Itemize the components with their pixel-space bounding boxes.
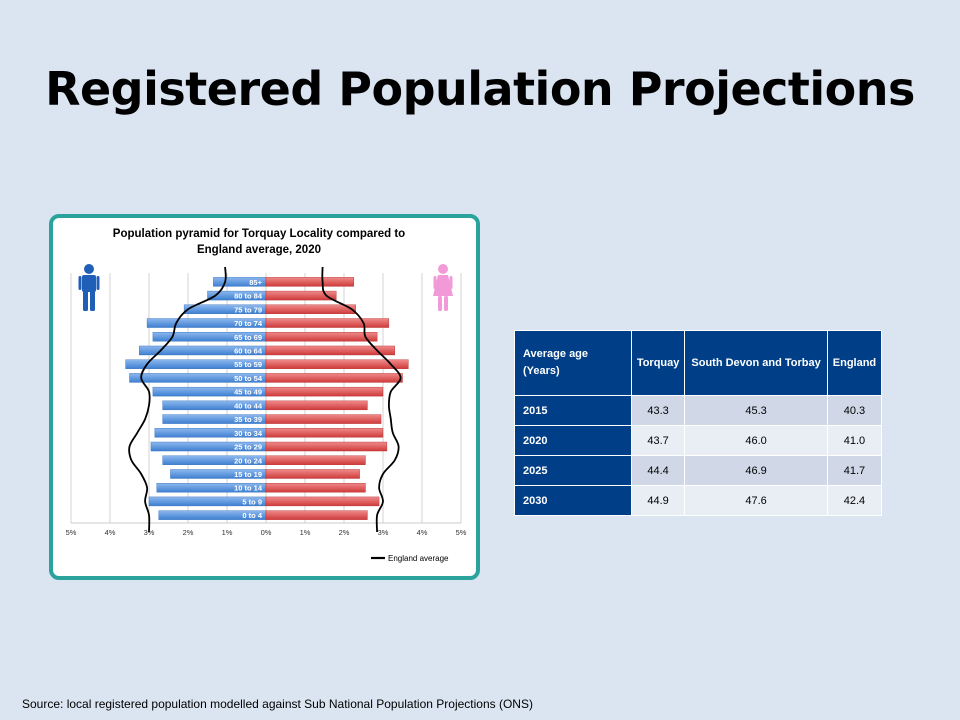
cell-torquay: 43.7 (630, 425, 686, 456)
female-bars (265, 277, 409, 520)
age-label: 5 to 9 (242, 497, 262, 506)
female-bar (265, 510, 368, 520)
age-label: 85+ (249, 278, 262, 287)
age-label: 20 to 24 (234, 456, 263, 465)
female-bar (265, 469, 360, 479)
x-tick-label: 0% (261, 528, 272, 537)
age-label: 70 to 74 (234, 319, 263, 328)
x-tick-label: 2% (339, 528, 350, 537)
x-tick-label: 5% (66, 528, 77, 537)
cell-south-devon: 47.6 (684, 485, 828, 516)
average-age-table: Average age (Years) Torquay South Devon … (514, 330, 883, 516)
female-icon (433, 264, 453, 311)
female-bar (265, 414, 382, 424)
cell-england: 41.0 (826, 425, 883, 456)
age-label: 65 to 69 (234, 333, 262, 342)
x-tick-label: 4% (417, 528, 428, 537)
england-average-line-right (321, 266, 402, 533)
age-label: 25 to 29 (234, 443, 262, 452)
x-tick-label: 3% (378, 528, 389, 537)
female-bar (265, 441, 388, 452)
cell-south-devon: 45.3 (684, 395, 828, 426)
female-bar (265, 373, 403, 383)
female-bar (265, 386, 384, 397)
cell-torquay: 44.9 (630, 485, 686, 516)
x-tick-label: 5% (456, 528, 467, 537)
source-note: Source: local registered population mode… (22, 697, 533, 711)
x-tick-label: 2% (183, 528, 194, 537)
age-label: 60 to 64 (234, 346, 263, 355)
table-row: 2025 44.4 46.9 41.7 (514, 455, 883, 486)
age-label: 0 to 4 (242, 511, 262, 520)
cell-south-devon: 46.0 (684, 425, 828, 456)
slide-title: Registered Population Projections (45, 62, 915, 116)
x-tick-label: 3% (144, 528, 155, 537)
table-header-south-devon: South Devon and Torbay (684, 330, 828, 396)
population-pyramid-chart: Population pyramid for Torquay Locality … (49, 214, 480, 580)
age-label: 35 to 39 (234, 415, 262, 424)
grid-lines (70, 273, 462, 524)
row-year: 2025 (514, 455, 632, 486)
table-header-row: Average age (Years) Torquay South Devon … (514, 330, 883, 396)
female-bar (265, 359, 409, 369)
table-row: 2015 43.3 45.3 40.3 (514, 395, 883, 426)
age-label: 55 to 59 (234, 360, 262, 369)
chart-title-line-2: England average, 2020 (197, 244, 321, 256)
age-label: 30 to 34 (234, 429, 263, 438)
age-label: 45 to 49 (234, 388, 262, 397)
age-label: 50 to 54 (234, 374, 263, 383)
x-axis-ticks: 5% 4% 3% 2% 1% 0% 1% 2% 3% 4% 5% (66, 528, 467, 537)
x-tick-label: 4% (105, 528, 116, 537)
age-label: 10 to 14 (234, 484, 263, 493)
age-label: 40 to 44 (234, 401, 263, 410)
x-tick-label: 1% (300, 528, 311, 537)
male-icon (78, 264, 100, 311)
table-header-average-age: Average age (Years) (514, 330, 632, 396)
female-bar (265, 428, 384, 438)
female-bar (265, 455, 366, 465)
table-row: 2020 43.7 46.0 41.0 (514, 425, 883, 456)
chart-title-line-1: Population pyramid for Torquay Locality … (113, 228, 405, 240)
age-label: 75 to 79 (234, 305, 262, 314)
pyramid-svg: Population pyramid for Torquay Locality … (66, 228, 467, 563)
cell-south-devon: 46.9 (684, 455, 828, 486)
female-bar (265, 290, 337, 301)
age-label: 80 to 84 (234, 292, 263, 301)
table-row: 2030 44.9 47.6 42.4 (514, 485, 883, 516)
age-labels: 0 to 4 5 to 9 10 to 14 15 to 19 20 to 24 25 t… (234, 278, 263, 520)
age-label: 15 to 19 (234, 470, 262, 479)
cell-england: 40.3 (826, 395, 883, 426)
table-header-torquay: Torquay (630, 330, 686, 396)
female-bar (265, 400, 368, 411)
female-bar (265, 496, 380, 507)
cell-england: 42.4 (826, 485, 883, 516)
row-year: 2030 (514, 485, 632, 516)
legend-label: England average (388, 554, 449, 563)
row-year: 2020 (514, 425, 632, 456)
x-tick-label: 1% (222, 528, 233, 537)
female-bar (265, 277, 354, 287)
female-bar (265, 482, 366, 493)
female-bar (265, 345, 395, 356)
female-bar (265, 318, 390, 328)
england-average-line-left (128, 266, 227, 533)
female-bar (265, 304, 356, 315)
england-average-lines (128, 266, 402, 533)
female-bar (265, 332, 378, 342)
row-year: 2015 (514, 395, 632, 426)
cell-torquay: 44.4 (630, 455, 686, 486)
table-header-england: England (826, 330, 883, 396)
cell-england: 41.7 (826, 455, 883, 486)
cell-torquay: 43.3 (630, 395, 686, 426)
